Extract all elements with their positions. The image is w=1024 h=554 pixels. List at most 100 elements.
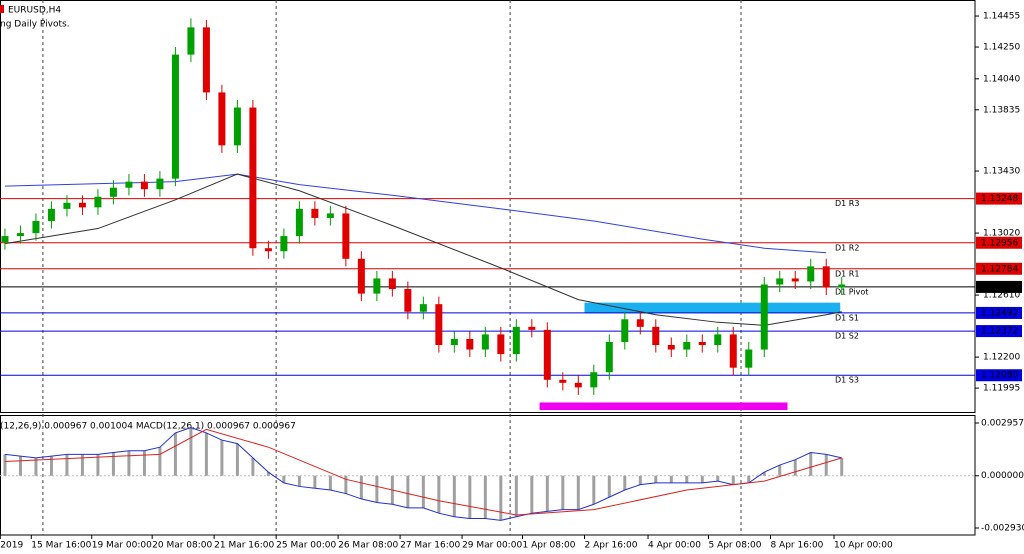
macd-bar xyxy=(173,432,177,476)
macd-bar xyxy=(793,459,797,476)
macd-y-tick-label: -0.002930 xyxy=(981,523,1024,533)
macd-bar xyxy=(623,475,627,491)
macd-bar xyxy=(251,457,255,476)
candle-body xyxy=(683,341,691,350)
macd-bar xyxy=(731,475,735,485)
macd-bar xyxy=(530,475,534,514)
macd-bar xyxy=(638,475,642,485)
candle-body xyxy=(373,278,381,294)
candle-body xyxy=(171,54,179,179)
macd-bar xyxy=(313,475,317,489)
candle-body xyxy=(109,187,117,197)
candle-body xyxy=(590,372,598,388)
candle-body xyxy=(559,379,567,383)
x-tick-label: 4 Apr 00:00 xyxy=(648,541,701,551)
macd-bar xyxy=(592,475,596,505)
macd-bar xyxy=(762,472,766,476)
zone xyxy=(539,402,788,411)
chart-title: EURUSD,H4 xyxy=(8,6,61,16)
candle-body xyxy=(280,236,288,252)
y-tick-label: 1.11995 xyxy=(983,384,1020,394)
symbol-icon xyxy=(0,5,4,13)
x-tick-label: 1 Apr 08:00 xyxy=(523,541,576,551)
candle-body xyxy=(714,334,722,345)
pivot-value-label: 1.13248 xyxy=(981,194,1018,204)
macd-bar xyxy=(778,465,782,476)
candle-body xyxy=(156,178,164,190)
candle-body xyxy=(342,213,350,259)
pivot-value-label: 1.12492 xyxy=(981,308,1018,318)
pivot-value-label: 1.12956 xyxy=(981,238,1018,248)
macd-bar xyxy=(65,454,69,476)
candle-body xyxy=(326,213,334,218)
macd-y-tick-label: 0.002957 xyxy=(981,419,1024,429)
macd-bar xyxy=(359,475,363,499)
macd-bar xyxy=(127,450,131,476)
pivot-value-label: 1.12372 xyxy=(981,327,1018,337)
macd-line xyxy=(4,427,842,521)
candle-body xyxy=(807,266,815,282)
pivot-value-box xyxy=(976,325,1022,338)
macd-bar xyxy=(235,443,239,476)
candle-body xyxy=(791,278,799,282)
macd-bar xyxy=(654,475,658,483)
macd-bar xyxy=(96,454,100,476)
candle-body xyxy=(745,349,753,368)
candle-body xyxy=(388,278,396,290)
main-panel-border xyxy=(0,0,976,413)
pivot-name: D1 R2 xyxy=(835,243,859,252)
macd-bar xyxy=(809,452,813,476)
candle-body xyxy=(404,289,412,312)
y-tick-label: 1.13430 xyxy=(983,167,1020,177)
x-tick-label: 5 Apr 08:00 xyxy=(708,541,761,551)
candle-body xyxy=(652,326,660,345)
macd-bar xyxy=(685,475,689,483)
pivot-name: D1 R1 xyxy=(835,269,859,278)
macd-bar xyxy=(406,475,410,508)
macd-bar xyxy=(189,427,193,476)
macd-bar xyxy=(328,475,332,491)
candle-body xyxy=(497,334,505,355)
pivot-value-box xyxy=(976,306,1022,319)
pivot-name: D1 S2 xyxy=(835,332,859,341)
macd-bar xyxy=(344,475,348,494)
y-tick-label: 1.13020 xyxy=(983,229,1020,239)
pivot-value-label: 1.12784 xyxy=(981,264,1018,274)
macd-bar xyxy=(561,475,565,510)
pivot-name: D1 S1 xyxy=(835,313,859,322)
macd-bar xyxy=(840,457,844,476)
macd-bar xyxy=(824,454,828,476)
macd-bar xyxy=(158,447,162,476)
macd-bar xyxy=(483,475,487,519)
pivot-value-box xyxy=(976,369,1022,382)
pivot-name: D1 R3 xyxy=(835,199,859,208)
pivot-value-label: 1.12080 xyxy=(981,371,1018,381)
candle-body xyxy=(264,248,272,252)
macd-bar xyxy=(468,475,472,519)
macd-bar xyxy=(266,472,270,476)
macd-y-tick-label: 0.000000 xyxy=(981,471,1024,481)
candle-body xyxy=(63,202,71,209)
x-tick-label: 29 Mar 00:00 xyxy=(462,541,522,551)
candle-body xyxy=(311,208,319,218)
macd-bar xyxy=(204,432,208,476)
macd-bar xyxy=(499,475,503,521)
y-tick-label: 1.12200 xyxy=(983,353,1020,363)
macd-bar xyxy=(34,457,38,476)
y-tick-label: 1.12610 xyxy=(983,291,1020,301)
candle-body xyxy=(636,319,644,327)
candle-body xyxy=(838,284,846,288)
candle-body xyxy=(698,341,706,345)
candle-body xyxy=(295,208,303,237)
x-tick-label: 26 Mar 08:00 xyxy=(338,541,398,551)
macd-bar xyxy=(49,456,53,476)
candle-body xyxy=(450,338,458,345)
macd-bar xyxy=(514,475,518,517)
candle-body xyxy=(187,27,195,55)
macd-bar xyxy=(421,475,425,508)
macd-bar xyxy=(111,452,115,476)
x-tick-label: 2019 xyxy=(0,541,23,551)
candle-body xyxy=(621,319,629,342)
y-tick-label: 1.14455 xyxy=(983,12,1020,22)
macd-bar xyxy=(375,475,379,503)
